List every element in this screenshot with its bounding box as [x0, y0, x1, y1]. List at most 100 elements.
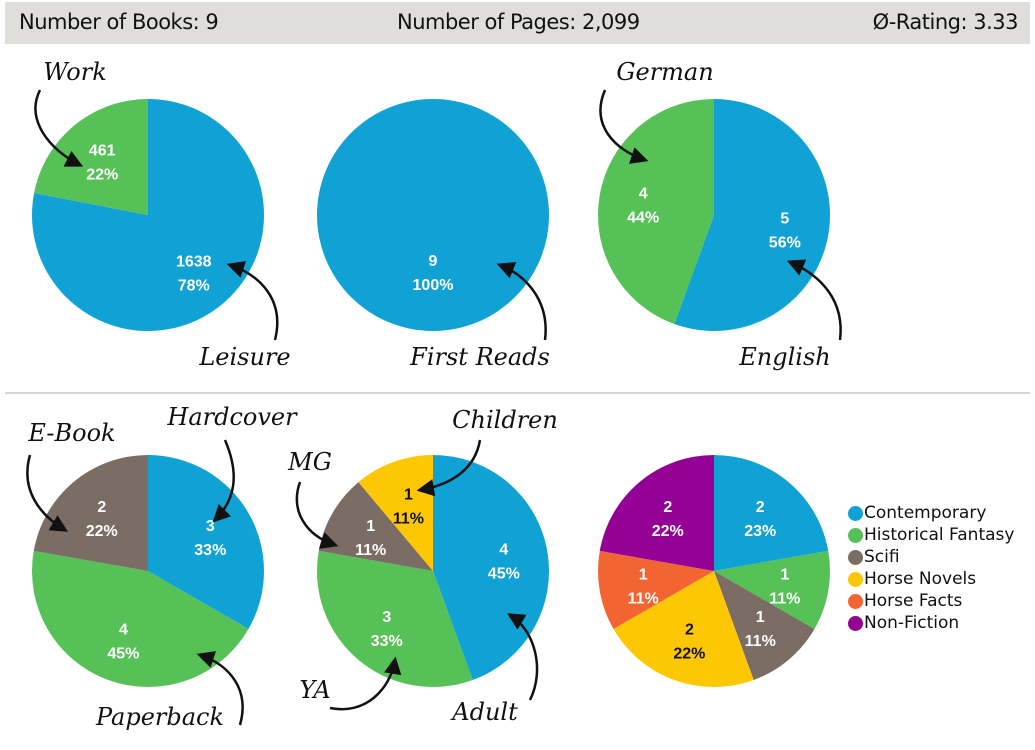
genre-legend: Contemporary Historical Fantasy Scifi Horse…: [848, 502, 1014, 634]
legend-label: Non-Fiction: [864, 613, 960, 633]
data-label-value: 3: [382, 609, 391, 626]
pie-slice-horse-facts: [598, 550, 714, 629]
annotation-label: Work: [43, 58, 107, 86]
pie-slice-ya: [317, 550, 473, 688]
annotation-label: MG: [287, 448, 332, 476]
pie-slice-german: [598, 99, 714, 325]
data-label-value: 4: [499, 542, 508, 559]
data-label-percent: 100%: [413, 277, 454, 294]
pie-slice-e-book: [33, 455, 149, 571]
annotation-label: Hardcover: [166, 403, 298, 431]
summary-header: Number of Books: 9 Number of Pages: 2,09…: [5, 2, 1030, 44]
pie-slice-work: [34, 99, 148, 215]
legend-swatch-icon: [848, 549, 863, 565]
annotation-arrow-icon: [226, 261, 279, 341]
legend-item: Horse Facts: [848, 590, 1014, 612]
annotation-arrow-icon: [786, 259, 842, 341]
pie-slice-mg: [318, 482, 433, 571]
data-label-value: 1: [780, 566, 789, 583]
annotation-label: E-Book: [27, 419, 115, 447]
pie-slice-scifi: [714, 571, 815, 681]
data-label-percent: 22%: [673, 646, 705, 663]
data-label-percent: 11%: [769, 590, 800, 607]
pie-chart-3: 3 33% Hardcover 4 45% Paperback 2 22% E-Book: [26, 403, 298, 731]
legend-label: Scifi: [864, 547, 900, 567]
pie-chart-2: 5 56% English 4 44% German: [598, 58, 842, 371]
legend-label: Historical Fantasy: [864, 525, 1015, 545]
pie-slice-non-fiction: [599, 455, 714, 571]
pie-chart-1: 9 100% First Reads: [317, 99, 550, 371]
data-label-percent: 22%: [652, 523, 684, 540]
legend-label: Horse Novels: [864, 569, 977, 589]
annotation-arrow-icon: [329, 656, 402, 711]
data-label-percent: 33%: [194, 542, 226, 559]
annotation-arrow-icon: [34, 89, 84, 167]
legend-swatch-icon: [848, 571, 863, 587]
data-label-value: 5: [780, 210, 789, 227]
legend-item: Horse Novels: [848, 568, 1014, 590]
data-label-percent: 45%: [107, 646, 139, 663]
pie-slice-horse-novels: [613, 571, 754, 687]
data-label-percent: 11%: [355, 542, 386, 559]
data-label-value: 1: [366, 518, 375, 535]
legend-label: Horse Facts: [864, 591, 963, 611]
data-label-value: 2: [685, 622, 694, 639]
pie-slice-children: [358, 455, 433, 571]
annotation-label: YA: [299, 676, 330, 704]
pie-slice-first-reads: [317, 99, 549, 331]
data-label-value: 1: [404, 486, 413, 503]
data-label-percent: 23%: [744, 523, 776, 540]
data-label-value: 9: [429, 253, 438, 270]
annotation-label: German: [616, 58, 713, 86]
data-label-percent: 78%: [178, 277, 210, 294]
annotation-label: Leisure: [198, 343, 290, 371]
legend-item: Scifi: [848, 546, 1014, 568]
data-label-percent: 22%: [86, 523, 118, 540]
data-label-percent: 56%: [769, 234, 801, 251]
annotation-arrow-icon: [212, 439, 235, 523]
legend-label: Contemporary: [864, 503, 987, 523]
data-label-value: 4: [639, 186, 648, 203]
annotation-arrow-icon: [26, 454, 69, 532]
data-label-percent: 11%: [628, 590, 659, 607]
annotation-arrow-icon: [496, 262, 547, 341]
pie-slice-historical-fantasy: [714, 550, 830, 629]
data-label-value: 3: [206, 518, 215, 535]
annotation-arrow-icon: [196, 651, 244, 726]
annotation-arrow-icon: [295, 481, 339, 549]
data-label-value: 2: [663, 499, 672, 516]
pie-chart-4: 4 45% Adult 3 33% YA 1 11% MG 1 11% Children: [287, 406, 558, 726]
data-label-value: 461: [89, 143, 116, 160]
data-label-percent: 45%: [488, 566, 520, 583]
annotation-label: English: [738, 343, 830, 371]
number-of-pages: Number of Pages: 2,099: [397, 10, 640, 34]
annotation-label: Children: [452, 406, 558, 434]
legend-swatch-icon: [848, 615, 863, 631]
data-label-percent: 22%: [86, 167, 118, 184]
average-rating: Ø-Rating: 3.33: [872, 10, 1019, 34]
data-label-value: 2: [97, 499, 106, 516]
pie-chart-0: 1638 78% Leisure 461 22% Work: [32, 58, 291, 371]
pie-slice-paperback: [31, 550, 249, 687]
legend-swatch-icon: [848, 527, 863, 543]
legend-item: Non-Fiction: [848, 612, 1014, 634]
data-label-value: 4: [119, 622, 128, 639]
pie-slice-leisure: [32, 99, 265, 332]
legend-swatch-icon: [848, 505, 863, 521]
data-label-percent: 44%: [627, 210, 659, 227]
annotation-arrow-icon: [416, 439, 482, 497]
pie-chart-5: 223%111%111%222%111%222%: [598, 455, 830, 687]
pie-slice-hardcover: [148, 455, 264, 629]
data-label-percent: 11%: [745, 633, 776, 650]
section-divider: [5, 392, 1030, 394]
data-label-percent: 33%: [371, 633, 403, 650]
annotation-arrow-icon: [507, 613, 539, 701]
legend-swatch-icon: [848, 593, 863, 609]
data-label-value: 1: [639, 566, 648, 583]
data-label-value: 1638: [176, 253, 212, 270]
pie-slice-contemporary: [714, 455, 829, 571]
number-of-books: Number of Books: 9: [19, 10, 219, 34]
annotation-arrow-icon: [599, 89, 649, 164]
data-label-value: 1: [756, 609, 765, 626]
